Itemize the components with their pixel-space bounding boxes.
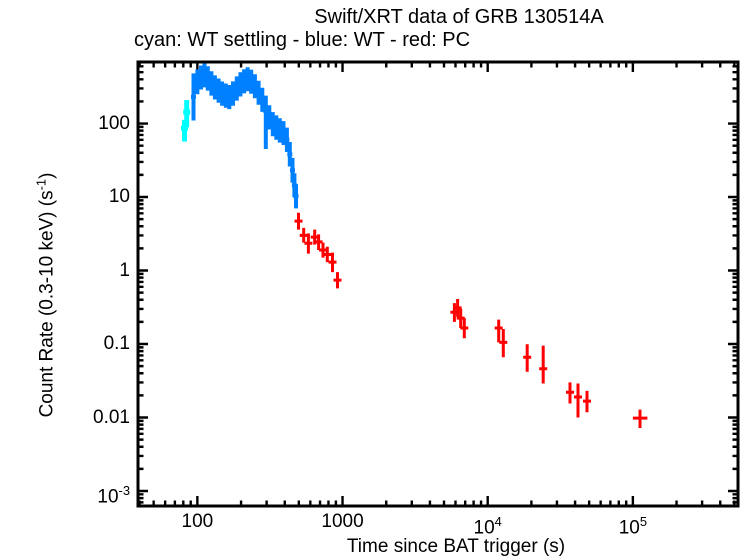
axis-ticks [138, 63, 737, 505]
plot-frame [136, 60, 740, 508]
y-tick-label-10: 10 [108, 186, 130, 207]
y-tick-label-0.001: 10-3 [97, 482, 130, 508]
y-axis-label: Count Rate (0.3-10 keV) (s-1) [33, 173, 58, 418]
x-tick-label-100000: 105 [618, 514, 648, 539]
y-tick-label-100: 100 [98, 112, 130, 134]
x-tick-label-1000: 1000 [321, 511, 364, 532]
y-axis-label-text: Count Rate (0.3-10 keV) (s [36, 190, 58, 418]
wt-series-errorbars [191, 63, 299, 209]
x-tick-label-10000: 104 [473, 514, 502, 539]
pc-series-errorbars [294, 212, 648, 428]
chart-subtitle-legend: cyan: WT settling - blue: WT - red: PC [134, 29, 471, 51]
y-axis-label-close-paren: ) [36, 172, 58, 179]
wt-settling-series-errorbars [181, 100, 191, 142]
y-axis-label-superscript: -1 [33, 178, 49, 191]
chart-title: Swift/XRT data of GRB 130514A [314, 6, 604, 28]
x-axis-label: Time since BAT trigger (s) [346, 536, 566, 557]
y-tick-label-1: 1 [119, 259, 130, 281]
y-tick-label-0.01: 0.01 [93, 406, 130, 428]
x-tick-label-100: 100 [181, 511, 214, 532]
y-tick-label-0.1: 0.1 [103, 333, 130, 354]
